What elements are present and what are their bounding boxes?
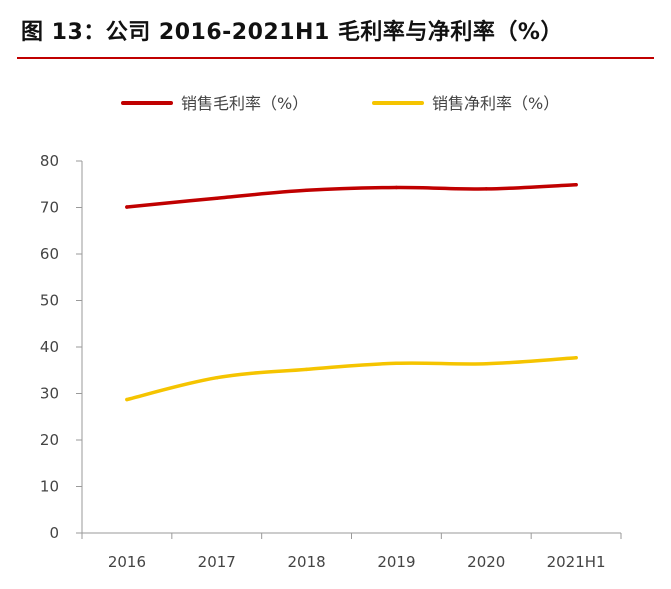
- x-tick-label: 2016: [108, 553, 146, 571]
- legend: 销售毛利率（%） 销售净利率（%）: [121, 94, 559, 113]
- data-point: [215, 196, 219, 200]
- title-divider: [17, 57, 654, 59]
- data-point: [304, 367, 309, 372]
- series-layer: [125, 182, 578, 402]
- legend-label-gross-margin: 销售毛利率（%）: [181, 94, 308, 113]
- y-tick-label: 70: [40, 199, 59, 217]
- y-tick-label: 10: [40, 478, 59, 496]
- data-point: [484, 361, 488, 366]
- axes: 0 10 20 30 40 50 60 70 80 2016 2017 2018 2019 2020 202…: [40, 152, 622, 571]
- y-tick-label: 80: [40, 152, 59, 170]
- y-tick-label: 60: [40, 245, 59, 263]
- y-tick-label: 0: [49, 524, 59, 542]
- x-tick-label: 2020: [467, 553, 505, 571]
- x-tick-label: 2019: [377, 553, 415, 571]
- data-point: [394, 185, 399, 190]
- x-tick-label: 2018: [287, 553, 325, 571]
- figure-title: 图 13：公司 2016-2021H1 毛利率与净利率（%）: [21, 20, 563, 45]
- y-tick-label: 20: [40, 431, 59, 449]
- x-tick-label: 2017: [198, 553, 236, 571]
- data-point: [574, 182, 578, 187]
- data-point: [574, 355, 578, 360]
- y-tick-label: 50: [40, 292, 59, 310]
- data-point: [484, 187, 488, 191]
- y-tick-label: 30: [40, 385, 59, 403]
- data-point: [394, 361, 399, 366]
- series-line-1: [125, 355, 578, 402]
- legend-label-net-margin: 销售净利率（%）: [432, 94, 559, 113]
- data-point: [304, 188, 309, 193]
- data-point: [215, 375, 219, 380]
- data-point: [125, 397, 129, 402]
- y-tick-label: 40: [40, 338, 59, 356]
- series-line-0: [125, 182, 578, 209]
- data-point: [125, 205, 129, 209]
- x-tick-label: 2021H1: [547, 553, 606, 571]
